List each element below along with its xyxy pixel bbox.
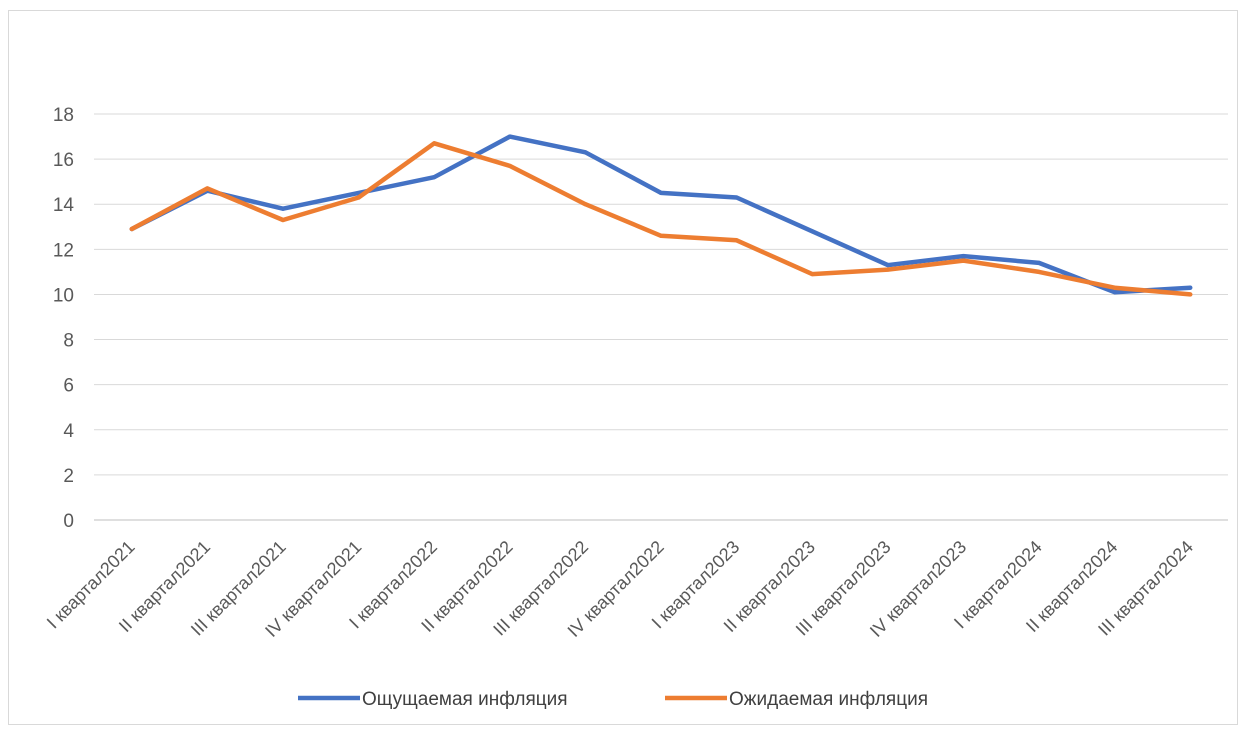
data-point — [129, 227, 134, 232]
data-point — [281, 206, 285, 211]
data-point — [432, 141, 437, 146]
y-axis-ticks: 0 2 4 6 8 10 12 14 16 18 — [53, 105, 75, 532]
legend-label: Ощущаемая инфляция — [362, 689, 568, 710]
data-point — [1188, 285, 1193, 290]
data-point — [507, 163, 512, 168]
series-lines — [129, 134, 1193, 297]
data-point — [1037, 260, 1041, 265]
data-point — [583, 202, 588, 207]
y-tick-label: 14 — [53, 195, 75, 216]
legend: Ощущаемая инфляция Ожидаемая инфляция — [298, 689, 928, 710]
y-tick-label: 6 — [63, 376, 74, 397]
series-line-2 — [129, 141, 1193, 297]
data-point — [281, 218, 285, 223]
y-tick-label: 16 — [53, 150, 74, 171]
y-tick-label: 4 — [63, 421, 74, 442]
data-point — [1037, 269, 1041, 274]
data-point — [810, 229, 815, 234]
y-tick-label: 2 — [63, 466, 74, 487]
data-point — [205, 186, 210, 191]
data-point — [659, 233, 663, 238]
data-point — [961, 254, 966, 259]
data-point — [659, 190, 663, 195]
data-point — [356, 195, 361, 200]
data-point — [961, 258, 966, 263]
chart-frame — [8, 10, 1238, 725]
data-point — [1112, 290, 1117, 295]
data-point — [810, 272, 815, 277]
data-point — [356, 190, 361, 195]
data-point — [734, 238, 739, 243]
y-tick-label: 8 — [63, 331, 74, 352]
data-point — [507, 134, 512, 139]
data-point — [432, 175, 437, 180]
y-tick-label: 18 — [53, 105, 74, 126]
y-tick-label: 0 — [63, 511, 74, 532]
gridlines — [94, 113, 1228, 521]
data-point — [1112, 285, 1117, 290]
data-point — [1188, 292, 1193, 297]
data-point — [885, 263, 890, 268]
legend-label: Ожидаемая инфляция — [729, 689, 928, 710]
y-tick-label: 10 — [53, 285, 74, 306]
data-point — [583, 150, 588, 155]
data-point — [734, 195, 739, 200]
y-tick-label: 12 — [53, 240, 74, 261]
data-point — [885, 267, 890, 272]
